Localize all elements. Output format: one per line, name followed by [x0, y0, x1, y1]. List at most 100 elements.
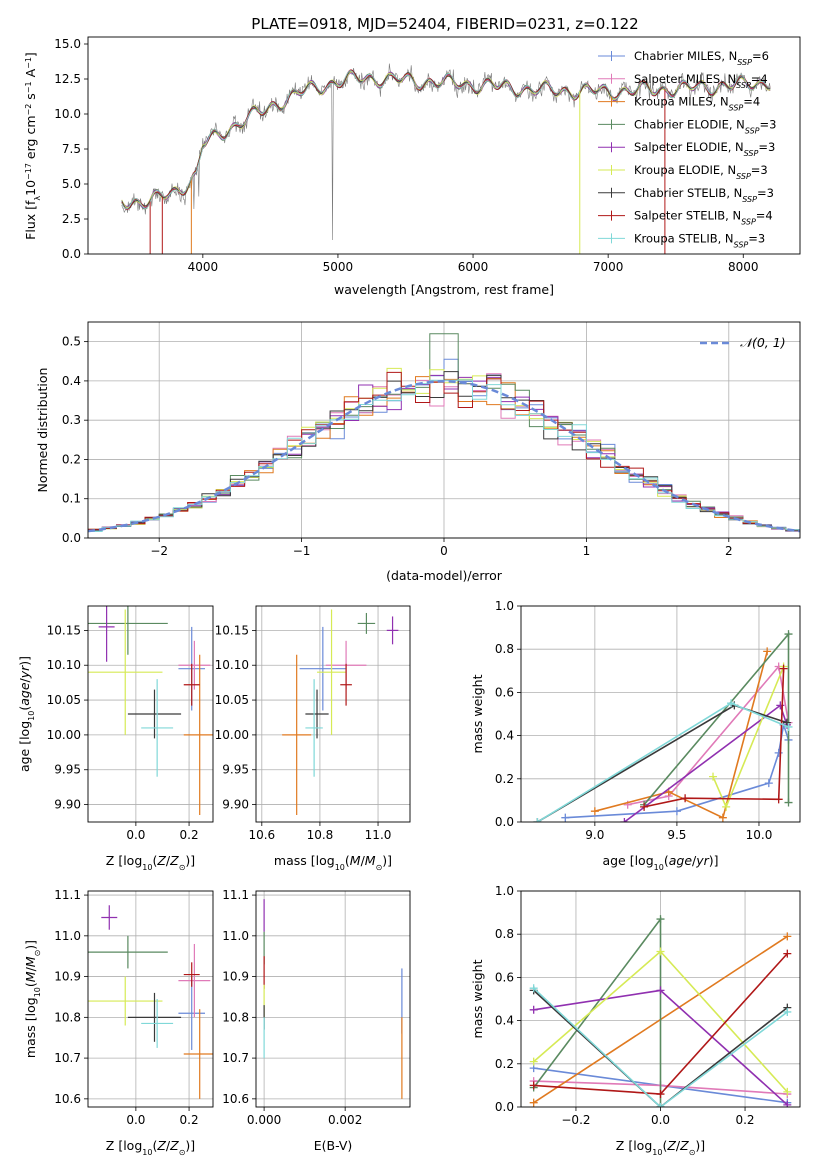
- label-part: λ: [33, 196, 42, 201]
- label-part: s: [23, 93, 38, 104]
- label-part: ⊙: [33, 950, 42, 957]
- y-tick-label: 10.00: [215, 728, 249, 742]
- label-part: ⊙: [179, 1148, 186, 1157]
- legend-entry: Kroupa STELIB, NSSP=3: [634, 231, 765, 249]
- label-part: mass [log: [23, 997, 38, 1058]
- mass-weight-marker: [620, 818, 629, 822]
- y-tick-label: 11.1: [222, 888, 249, 902]
- x-tick-label: 10.0: [746, 828, 773, 842]
- x-tick-label: −0.2: [561, 1113, 590, 1127]
- x-tick-label: −2: [150, 544, 168, 558]
- x-tick-label: 5000: [323, 260, 354, 274]
- x-tick-label: 1: [583, 544, 591, 558]
- x-axis-label: wavelength [Angstrom, rest frame]: [334, 282, 554, 297]
- y-tick-label: 10.10: [47, 658, 81, 672]
- x-axis-label: age [log10(age/yr)]: [602, 853, 718, 872]
- mass-weight-marker: [764, 779, 773, 788]
- label-part: )]: [695, 1138, 705, 1153]
- x-tick-label: 0.2: [735, 1113, 754, 1127]
- label-part: yr: [695, 853, 709, 868]
- mass-weight-marker: [656, 986, 665, 995]
- plot-area: [533, 630, 793, 822]
- y-axis-label: mass [log10(M/M⊙)]: [23, 940, 42, 1058]
- axes-frame: [520, 890, 801, 1108]
- x-tick-label: 0.2: [180, 1113, 199, 1127]
- label-part: (: [345, 853, 350, 868]
- y-tick-label: 10.9: [54, 970, 81, 984]
- mass-weight-marker: [656, 1090, 665, 1099]
- mass-vs-z-panel: 0.0 0.210.610.710.810.911.011.1Z [log10(Z…: [23, 888, 214, 1157]
- y-tick-label: 0.0: [495, 815, 514, 829]
- y-tick-label: 10.9: [222, 970, 249, 984]
- mass-weight-line: [536, 702, 789, 822]
- mass-weight-line: [533, 989, 788, 1107]
- x-tick-label: −1: [293, 544, 311, 558]
- x-tick-label: 8000: [728, 260, 759, 274]
- label-part: age [log: [17, 721, 32, 772]
- label-part: Flux [f: [23, 200, 38, 240]
- x-axis-label: E(B-V): [314, 1138, 353, 1153]
- label-part: Z [log: [616, 1138, 652, 1153]
- mass-weight-marker: [763, 647, 772, 656]
- mass-weight-marker: [681, 794, 690, 803]
- label-part: (: [152, 853, 157, 868]
- label-part: SSP: [734, 240, 749, 249]
- label-part: −1: [24, 57, 33, 69]
- label-part: M: [23, 956, 38, 967]
- y-axis-label: Flux [fλ10−17 erg cm−2 s−1 A−1]: [23, 52, 42, 240]
- y-axis-label: mass weight: [470, 959, 485, 1038]
- mass-weight-marker: [529, 1098, 538, 1107]
- label-part: (: [17, 706, 32, 711]
- label-part: 10: [142, 1148, 152, 1157]
- label-part: 10: [142, 863, 152, 872]
- y-tick-label: 0.0: [62, 247, 81, 261]
- label-part: Chabrier MILES, N: [634, 49, 737, 63]
- label-part: −2: [24, 104, 33, 116]
- y-tick-label: 1.0: [495, 884, 514, 898]
- y-tick-label: 2.5: [62, 212, 81, 226]
- y-tick-label: 10.8: [222, 1010, 249, 1024]
- mass-weight-marker: [529, 1005, 538, 1014]
- mass-weight-vs-age-panel: 9.0 9.5 10.0 0.0 0.2 0.4 0.6 0.8 1.0 age [log10(a…: [470, 599, 801, 872]
- label-part: 10: [652, 1148, 662, 1157]
- label-part: erg cm: [23, 116, 38, 164]
- label-part: =3: [758, 140, 775, 154]
- y-tick-label: 0.6: [495, 685, 514, 699]
- label-part: M: [23, 971, 38, 982]
- label-part: =3: [751, 163, 768, 177]
- axes-frame: [255, 890, 411, 1108]
- x-tick-label: 0.002: [328, 1113, 362, 1127]
- label-part: 10: [23, 180, 38, 196]
- y-tick-label: 11.0: [54, 929, 81, 943]
- y-tick-label: 9.95: [54, 763, 81, 777]
- mass-weight-marker: [656, 915, 665, 924]
- mass-weight-marker: [529, 984, 538, 993]
- mass-weight-marker: [779, 664, 788, 673]
- mass-weight-marker: [774, 795, 783, 804]
- axes-frame: [520, 605, 801, 823]
- label-part: ⊙: [689, 1148, 696, 1157]
- label-part: /: [676, 1138, 681, 1153]
- mass-weight-marker: [640, 802, 649, 811]
- label-part: −17: [24, 163, 33, 180]
- y-tick-label: 7.5: [62, 142, 81, 156]
- y-tick-label: 15.0: [54, 37, 81, 51]
- label-part: =4: [751, 72, 768, 86]
- y-tick-label: 10.10: [215, 658, 249, 672]
- y-tick-label: 10.8: [54, 1010, 81, 1024]
- label-part: )]: [382, 853, 392, 868]
- mass-weight-marker: [783, 1087, 792, 1096]
- label-part: ⊙: [179, 863, 186, 872]
- y-tick-label: 9.90: [54, 798, 81, 812]
- legend-entry: 𝒩(0, 1): [740, 335, 786, 350]
- x-tick-label: 10.6: [248, 828, 275, 842]
- y-axis-label: age [log10(age/yr)]: [17, 656, 36, 772]
- label-part: Z [log: [106, 853, 142, 868]
- label-part: 10: [335, 863, 345, 872]
- y-tick-label: 10.6: [54, 1092, 81, 1106]
- y-tick-label: 12.5: [54, 72, 81, 86]
- label-part: Chabrier ELODIE, N: [634, 117, 745, 131]
- label-part: Z: [679, 1138, 689, 1153]
- label-part: SSP: [729, 103, 744, 112]
